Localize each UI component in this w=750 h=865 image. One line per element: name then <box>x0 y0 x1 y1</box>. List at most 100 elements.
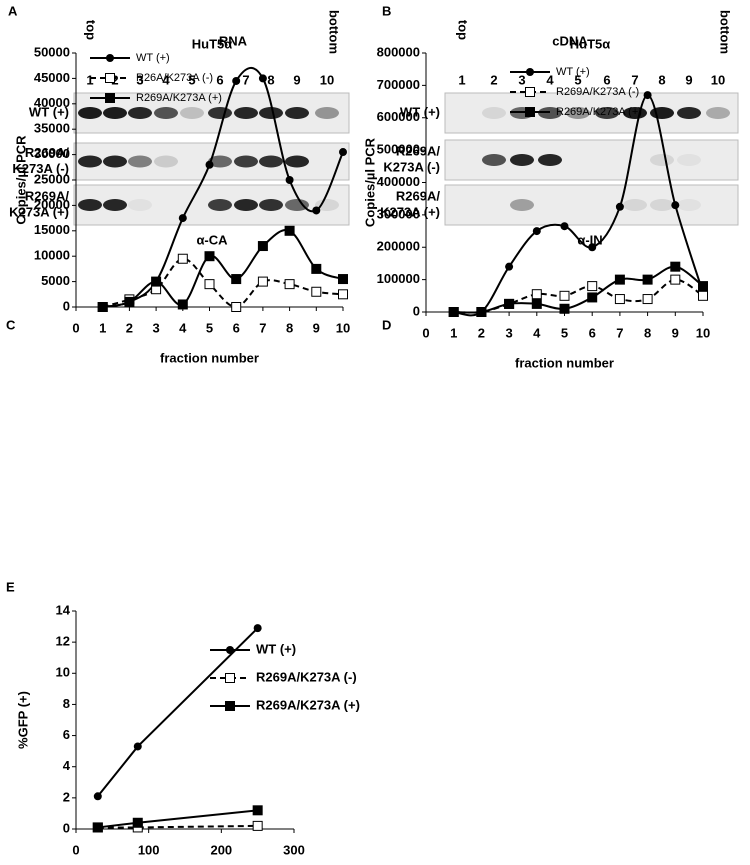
marker <box>670 261 681 272</box>
marker <box>504 298 515 309</box>
band <box>154 155 178 168</box>
marker <box>258 74 267 83</box>
marker <box>92 822 103 833</box>
series-line <box>453 278 704 314</box>
x-tick-label: 0 <box>422 325 429 340</box>
panel-label: D <box>382 317 391 332</box>
lane-label: 5 <box>574 72 581 87</box>
x-tick-label: 0 <box>72 842 79 857</box>
marker <box>614 274 625 285</box>
marker <box>132 817 143 828</box>
band <box>128 155 152 168</box>
legend-label: R269A/K273A (+) <box>556 106 642 118</box>
marker <box>587 292 598 303</box>
top-label: top <box>456 20 471 40</box>
band <box>78 155 102 168</box>
marker <box>526 68 534 76</box>
band <box>650 154 674 166</box>
marker <box>559 303 570 314</box>
marker <box>252 805 263 816</box>
x-tick-label: 1 <box>99 320 106 335</box>
marker <box>231 302 242 312</box>
marker <box>225 701 235 711</box>
marker <box>253 624 262 633</box>
marker <box>225 673 235 683</box>
band <box>595 107 619 119</box>
y-tick-label: 400000 <box>377 174 420 189</box>
legend-label: R269A/K273A (-) <box>556 86 639 98</box>
marker <box>311 286 322 297</box>
band <box>706 107 730 119</box>
marker <box>284 225 295 236</box>
y-tick-label: 0 <box>413 303 420 318</box>
series-line <box>102 257 344 309</box>
y-tick-label: 50000 <box>34 44 70 59</box>
band <box>259 199 283 211</box>
y-tick-label: 100000 <box>377 271 420 286</box>
y-tick-label: 300000 <box>377 206 420 221</box>
row-label: R269A/ <box>396 188 440 203</box>
legend-label: R269A/K273A (-) <box>256 669 357 684</box>
marker <box>204 251 215 262</box>
legend-label: WT (+) <box>556 66 590 78</box>
marker <box>133 742 142 751</box>
marker <box>588 243 597 252</box>
legend-label: WT (+) <box>136 52 170 64</box>
x-tick-label: 3 <box>152 320 159 335</box>
band <box>510 199 534 211</box>
y-tick-label: 30000 <box>34 146 70 161</box>
legend-label: R26A/K273A (-) <box>136 72 213 84</box>
band <box>566 107 590 119</box>
marker <box>204 279 215 290</box>
marker <box>531 289 542 300</box>
marker <box>338 289 348 300</box>
band <box>208 155 232 168</box>
x-tick-label: 7 <box>259 320 266 335</box>
bottom-label: bottom <box>327 10 342 54</box>
legend-label: R269A/K273A (+) <box>136 92 222 104</box>
y-tick-label: 8 <box>63 696 70 711</box>
marker <box>525 87 535 97</box>
lane-label: 1 <box>458 72 465 87</box>
x-tick-label: 8 <box>286 320 293 335</box>
band <box>623 199 647 211</box>
marker <box>178 214 187 223</box>
row-label: K273A (-) <box>383 159 440 174</box>
marker <box>476 307 487 317</box>
y-tick-label: 6 <box>63 727 70 742</box>
marker <box>532 227 541 236</box>
x-tick-label: 2 <box>126 320 133 335</box>
blot-strip <box>444 184 739 226</box>
series-line <box>102 67 344 308</box>
lane-label: 2 <box>490 72 497 87</box>
band <box>234 107 258 119</box>
marker <box>151 276 162 287</box>
marker <box>643 91 652 100</box>
band <box>315 199 339 211</box>
band <box>285 107 309 119</box>
y-tick-label: 10 <box>56 665 70 680</box>
lane-label: 4 <box>546 72 554 87</box>
x-tick-label: 9 <box>313 320 320 335</box>
x-tick-label: 7 <box>616 325 623 340</box>
marker <box>93 792 102 801</box>
band <box>103 107 127 119</box>
x-tick-label: 200 <box>210 842 232 857</box>
y-tick-label: 700000 <box>377 77 420 92</box>
band <box>234 199 258 211</box>
marker <box>231 274 242 285</box>
y-axis-label: Copies/µl PCR <box>13 135 28 225</box>
legend-label: R269A/K273A (+) <box>256 697 360 712</box>
marker <box>177 299 188 310</box>
x-tick-label: 4 <box>179 320 187 335</box>
lane-label: 9 <box>293 72 300 87</box>
band <box>315 107 339 119</box>
y-tick-label: 600000 <box>377 109 420 124</box>
y-tick-label: 15000 <box>34 222 70 237</box>
marker <box>285 176 294 184</box>
y-tick-label: 0 <box>63 820 70 835</box>
marker <box>257 276 268 287</box>
lane-label: 9 <box>685 72 692 87</box>
marker <box>205 160 214 169</box>
